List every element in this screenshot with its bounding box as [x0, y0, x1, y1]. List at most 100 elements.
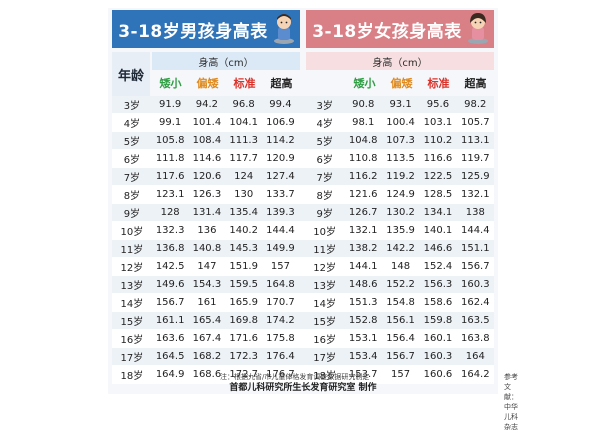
- girl-height-cell: 125.9: [460, 171, 490, 182]
- table-row: 10岁 132.3 136 140.2 144.4 10岁 132.1 135.9 140.1 1…: [112, 222, 494, 240]
- girl-height-cell: 144.4: [460, 225, 490, 236]
- boy-unit-label: 身高（cm）: [152, 52, 300, 70]
- girl-height-cell: 90.8: [352, 99, 375, 110]
- girl-height-cell: 151.1: [460, 243, 490, 254]
- girl-height-cell: 160.6: [423, 369, 453, 380]
- girl-height-cell: 154.8: [386, 297, 415, 308]
- boy-height-cell: 132.3: [155, 225, 185, 236]
- boy-height-cell: 167.4: [192, 333, 222, 344]
- girl-height-cell: 159.8: [423, 315, 453, 326]
- boy-height-cell: 149.9: [266, 243, 295, 254]
- boy-height-cell: 114.2: [266, 135, 295, 146]
- boy-height-cell: 164.9: [155, 369, 185, 380]
- footer-credit: 首都儿科研究所生长发育研究室 制作: [229, 383, 377, 393]
- boy-height-cell: 114.6: [192, 153, 222, 164]
- girl-height-cell: 130.2: [386, 207, 415, 218]
- boy-cat-below: 偏矮: [196, 77, 219, 90]
- girl-height-cell: 153.1: [348, 333, 378, 344]
- boy-height-cell: 156.7: [155, 297, 185, 308]
- boy-height-cell: 165.9: [229, 297, 258, 308]
- girl-table-title: 3-18岁女孩身高表: [306, 10, 494, 48]
- boy-height-cell: 120.6: [192, 171, 222, 182]
- girl-height-cell: 119.2: [386, 171, 415, 182]
- girl-row-age: 5岁: [316, 137, 333, 148]
- row-age: 15岁: [120, 317, 144, 328]
- girl-row-age: 16岁: [313, 335, 337, 346]
- girl-height-cell: 160.1: [423, 333, 453, 344]
- boy-height-cell: 165.4: [192, 315, 222, 326]
- boy-height-cell: 163.6: [155, 333, 185, 344]
- girl-height-cell: 152.2: [386, 279, 415, 290]
- girl-height-cell: 98.1: [352, 117, 375, 128]
- girl-height-cell: 153.7: [348, 369, 378, 380]
- row-age: 3岁: [123, 101, 141, 112]
- girl-row-age: 8岁: [316, 191, 333, 202]
- row-age: 4岁: [123, 119, 141, 130]
- boy-height-cell: 111.3: [229, 135, 258, 146]
- boy-height-cell: 124: [234, 171, 254, 182]
- boy-height-cell: 171.6: [229, 333, 258, 344]
- girl-height-cell: 126.7: [348, 207, 378, 218]
- boy-height-cell: 172.3: [229, 351, 258, 362]
- boy-height-cell: 139.3: [266, 207, 295, 218]
- table-row: 17岁 164.5 168.2 172.3 176.4 17岁 153.4 156.7 160.…: [112, 348, 494, 366]
- girl-height-cell: 158.6: [423, 297, 453, 308]
- girl-height-cell: 152.4: [423, 261, 453, 272]
- boy-height-cell: 131.4: [192, 207, 222, 218]
- girl-height-cell: 119.7: [460, 153, 490, 164]
- boy-height-cell: 126.3: [192, 189, 222, 200]
- row-age: 12岁: [120, 263, 144, 274]
- girl-height-cell: 100.4: [386, 117, 415, 128]
- row-age: 5岁: [123, 137, 141, 148]
- table-row: 14岁 156.7 161 165.9 170.7 14岁 151.3 154.8 158.6 1…: [112, 294, 494, 312]
- table-row: 16岁 163.6 167.4 171.6 175.8 16岁 153.1 156.4 160.…: [112, 330, 494, 348]
- boy-height-cell: 135.4: [229, 207, 258, 218]
- table-row: 9岁 128 131.4 135.4 139.3 9岁 126.7 130.2 134.1 138: [112, 204, 494, 222]
- row-age: 11岁: [120, 245, 144, 256]
- girl-cat-below: 偏矮: [390, 77, 413, 90]
- boy-height-cell: 170.7: [266, 297, 295, 308]
- girl-height-cell: 98.2: [464, 99, 487, 110]
- table-row: 12岁 142.5 147 151.9 157 12岁 144.1 148 152.4 156.7: [112, 258, 494, 276]
- girl-row-age: 10岁: [313, 227, 337, 238]
- row-age: 14岁: [120, 299, 144, 310]
- boy-height-cell: 151.9: [229, 261, 258, 272]
- girl-height-cell: 156.1: [386, 315, 415, 326]
- girl-height-cell: 164: [465, 351, 485, 362]
- boy-height-cell: 169.8: [229, 315, 258, 326]
- boy-height-cell: 145.3: [229, 243, 258, 254]
- girl-height-cell: 116.6: [423, 153, 453, 164]
- table-row: 13岁 149.6 154.3 159.5 164.8 13岁 148.6 152.2 156.…: [112, 276, 494, 294]
- height-chart-sheet: 3-18岁男孩身高表 3-18岁女孩身高表 年龄 身高（cm） 身高（cm） 矮…: [108, 8, 518, 431]
- girl-height-cell: 163.8: [460, 333, 490, 344]
- boy-height-cell: 154.3: [192, 279, 222, 290]
- girl-height-cell: 110.2: [423, 135, 453, 146]
- girl-height-cell: 163.5: [460, 315, 490, 326]
- boy-height-cell: 140.8: [192, 243, 222, 254]
- row-age: 18岁: [120, 371, 144, 382]
- girl-height-cell: 148.6: [348, 279, 378, 290]
- girl-height-cell: 105.7: [460, 117, 490, 128]
- girl-height-cell: 156.7: [386, 351, 415, 362]
- boy-height-cell: 159.5: [229, 279, 258, 290]
- girl-height-cell: 144.1: [348, 261, 378, 272]
- girl-row-age: 12岁: [313, 263, 337, 274]
- boy-height-cell: 96.8: [232, 99, 255, 110]
- girl-height-cell: 157: [391, 369, 411, 380]
- row-age: 16岁: [120, 335, 144, 346]
- boy-height-cell: 147: [197, 261, 217, 272]
- girl-height-cell: 156.3: [423, 279, 453, 290]
- row-age: 10岁: [120, 227, 144, 238]
- girl-cat-standard: 标准: [427, 77, 450, 90]
- table-row: 7岁 117.6 120.6 124 127.4 7岁 116.2 119.2 122.5 125…: [112, 168, 494, 186]
- boy-height-cell: 91.9: [159, 99, 182, 110]
- girl-row-age: 17岁: [313, 353, 337, 364]
- boy-avatar-icon: [274, 14, 294, 44]
- boy-height-cell: 128: [160, 207, 180, 218]
- girl-height-cell: 162.4: [460, 297, 490, 308]
- row-age: 8岁: [123, 191, 141, 202]
- girl-height-cell: 110.8: [348, 153, 378, 164]
- boy-height-cell: 130: [234, 189, 254, 200]
- girl-height-cell: 156.4: [386, 333, 415, 344]
- table-row: 18岁 164.9 168.6 172.7 176.7 18岁 153.7 157 160.6 1…: [112, 366, 494, 384]
